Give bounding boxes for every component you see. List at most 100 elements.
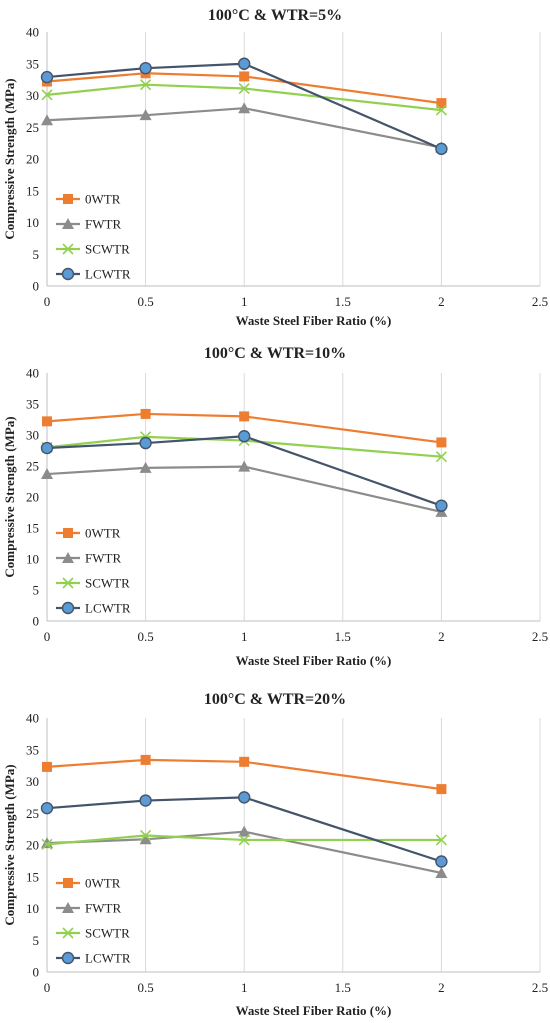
y-tick-label: 10 — [26, 215, 39, 230]
legend-marker-LCWTR — [61, 267, 75, 281]
data-point-SCWTR — [238, 834, 250, 846]
y-tick-label: 35 — [26, 742, 39, 757]
data-point-0WTR — [239, 756, 250, 767]
series-line-FWTR — [46, 107, 442, 149]
legend: 0WTR FWTR SCWTR LCWTR — [56, 526, 131, 616]
y-axis-label: Compressive Strength (MPa) — [2, 78, 17, 239]
y-tick-label: 5 — [33, 247, 40, 262]
series-LCWTR — [40, 430, 448, 512]
series-line-LCWTR — [46, 435, 442, 507]
data-point-SCWTR — [140, 79, 152, 91]
y-tick-label: 0 — [33, 965, 40, 980]
legend-marker-FWTR — [62, 218, 74, 229]
data-point-0WTR — [140, 754, 151, 765]
data-point-0WTR — [239, 71, 250, 82]
series-line-FWTR — [46, 830, 442, 875]
legend: 0WTR FWTR SCWTR LCWTR — [56, 876, 131, 966]
legend-item-SCWTR: SCWTR — [56, 242, 130, 257]
legend-label: LCWTR — [85, 267, 131, 282]
x-axis-label: Waste Steel Fiber Ratio (%) — [236, 1003, 392, 1018]
x-tick-label: 0 — [44, 629, 51, 644]
legend-item-0WTR: 0WTR — [56, 192, 121, 207]
x-tick-label: 0.5 — [137, 294, 153, 309]
data-point-LCWTR — [237, 57, 251, 70]
y-tick-label: 10 — [26, 901, 39, 916]
x-tick-label: 1 — [241, 294, 248, 309]
y-tick-label: 5 — [33, 933, 40, 948]
y-tick-label: 0 — [33, 614, 40, 629]
data-point-SCWTR — [435, 834, 447, 846]
data-point-FWTR — [139, 461, 152, 473]
legend-label: 0WTR — [85, 876, 121, 891]
x-tick-label: 2 — [438, 294, 445, 309]
data-point-LCWTR — [435, 855, 448, 868]
x-tick-label: 2.5 — [532, 294, 548, 309]
legend-marker-SCWTR — [62, 243, 74, 255]
legend-marker-LCWTR — [61, 601, 75, 615]
y-tick-label: 25 — [26, 806, 39, 821]
data-point-LCWTR — [40, 70, 54, 84]
x-tick-label: 0.5 — [137, 980, 153, 995]
legend-label: SCWTR — [85, 242, 130, 257]
data-point-LCWTR — [139, 436, 152, 450]
series-SCWTR — [41, 829, 447, 850]
y-tick-label: 25 — [26, 459, 39, 474]
x-tick-label: 1 — [241, 980, 248, 995]
legend-label: FWTR — [85, 217, 121, 232]
series-line-LCWTR — [46, 62, 442, 150]
y-tick-label: 15 — [26, 869, 39, 884]
series-FWTR — [41, 825, 448, 878]
legend-item-FWTR: FWTR — [56, 217, 121, 232]
data-point-LCWTR — [237, 430, 251, 443]
legend-label: FWTR — [85, 551, 121, 566]
data-point-0WTR — [239, 411, 250, 422]
data-point-FWTR — [139, 833, 152, 845]
y-tick-label: 30 — [26, 428, 39, 443]
data-point-0WTR — [436, 98, 447, 109]
y-tick-label: 35 — [26, 397, 39, 412]
legend-item-0WTR: 0WTR — [56, 876, 121, 891]
x-tick-label: 2 — [438, 629, 445, 644]
x-axis-label: Waste Steel Fiber Ratio (%) — [236, 313, 392, 328]
x-axis-label: Waste Steel Fiber Ratio (%) — [236, 653, 392, 668]
legend-label: SCWTR — [85, 576, 130, 591]
y-tick-label: 20 — [26, 490, 39, 505]
series-0WTR — [42, 408, 447, 448]
series-line-SCWTR — [46, 834, 442, 846]
data-point-LCWTR — [435, 142, 448, 156]
data-point-LCWTR — [40, 801, 54, 815]
series-line-LCWTR — [46, 796, 442, 863]
y-tick-label: 35 — [26, 56, 39, 71]
legend-item-LCWTR: LCWTR — [56, 267, 131, 282]
legend: 0WTR FWTR SCWTR LCWTR — [56, 192, 131, 282]
y-axis-label: Compressive Strength (MPa) — [2, 416, 17, 577]
legend-marker-FWTR — [62, 902, 74, 913]
data-point-0WTR — [436, 437, 447, 448]
y-tick-label: 15 — [26, 183, 39, 198]
legend-item-LCWTR: LCWTR — [56, 601, 131, 616]
x-tick-label: 1 — [241, 629, 248, 644]
legend-marker-SCWTR — [62, 927, 74, 939]
data-point-FWTR — [435, 866, 448, 878]
legend-label: SCWTR — [85, 926, 130, 941]
data-point-SCWTR — [435, 104, 447, 116]
data-point-FWTR — [139, 109, 152, 121]
data-point-SCWTR — [41, 89, 53, 101]
legend-item-0WTR: 0WTR — [56, 526, 121, 541]
legend-label: FWTR — [85, 901, 121, 916]
y-tick-label: 5 — [33, 583, 40, 598]
y-tick-label: 20 — [26, 152, 39, 167]
y-tick-label: 40 — [26, 366, 39, 381]
series-SCWTR — [41, 79, 447, 116]
data-point-0WTR — [140, 408, 151, 419]
x-tick-label: 1.5 — [335, 629, 351, 644]
legend-label: 0WTR — [85, 192, 121, 207]
data-point-LCWTR — [139, 61, 152, 75]
data-point-FWTR — [41, 114, 53, 126]
y-tick-label: 15 — [26, 521, 39, 536]
data-point-FWTR — [41, 468, 53, 480]
data-point-LCWTR — [139, 794, 152, 807]
chart-3: 100°C & WTR=20% 0 5 10 15 20 25 30 35 40 0 0.5 1 1.5 2… — [2, 691, 548, 1018]
data-point-FWTR — [238, 102, 251, 114]
